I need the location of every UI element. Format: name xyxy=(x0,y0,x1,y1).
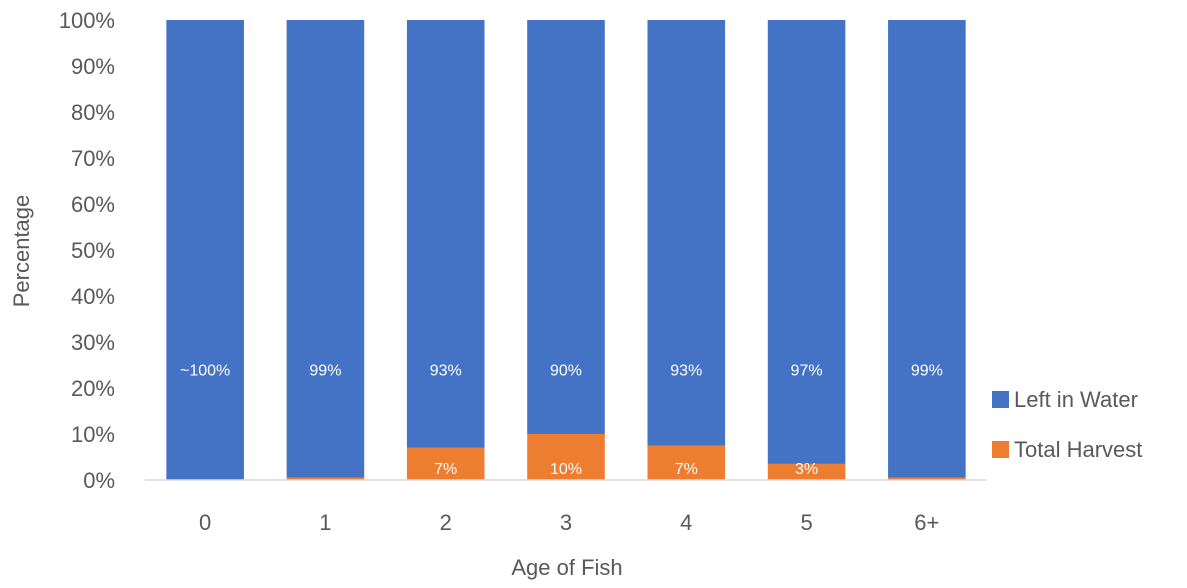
bar-segment-total-harvest-3 xyxy=(527,434,605,480)
data-label-left-in-water-0: ~100% xyxy=(180,363,230,380)
data-label-left-in-water-3: 90% xyxy=(550,363,582,380)
y-tick-label: 20% xyxy=(71,376,115,401)
data-label-left-in-water-6+: 99% xyxy=(911,363,943,380)
bar-segment-left-in-water-3 xyxy=(527,20,605,434)
bar-segment-left-in-water-2 xyxy=(406,20,485,448)
data-label-total-harvest-5: 3% xyxy=(795,461,818,478)
y-tick-label: 40% xyxy=(71,284,115,309)
bar-segment-left-in-water-6+ xyxy=(888,20,966,478)
bar-segment-left-in-water-5 xyxy=(767,20,846,464)
data-label-left-in-water-2: 93% xyxy=(430,363,462,380)
y-axis-ticks: 0% 10% 20% 30% 40% 50% 60% 70% 80% 90% 100% xyxy=(59,8,115,493)
y-tick-label: 10% xyxy=(71,422,115,447)
y-tick-label: 50% xyxy=(71,238,115,263)
data-label-left-in-water-5: 97% xyxy=(791,363,823,380)
x-axis-ticks: 0 1 2 3 4 5 6+ xyxy=(199,510,939,535)
y-tick-label: 90% xyxy=(71,54,115,79)
x-tick-label: 6+ xyxy=(914,510,939,535)
bar-segment-total-harvest-1 xyxy=(286,477,365,480)
bar-segment-left-in-water-1 xyxy=(286,20,365,478)
x-tick-label: 5 xyxy=(800,510,812,535)
x-tick-label: 4 xyxy=(680,510,692,535)
y-tick-label: 30% xyxy=(71,330,115,355)
legend-swatch-total-harvest xyxy=(992,441,1009,458)
y-tick-label: 60% xyxy=(71,192,115,217)
data-label-total-harvest-3: 10% xyxy=(550,461,582,478)
data-label-left-in-water-4: 93% xyxy=(670,363,702,380)
bars-group xyxy=(166,20,966,480)
data-label-total-harvest-2: 7% xyxy=(434,461,457,478)
x-tick-label: 2 xyxy=(440,510,452,535)
legend-label-total-harvest: Total Harvest xyxy=(1014,437,1142,462)
bar-segment-total-harvest-6+ xyxy=(888,477,966,480)
y-axis-title: Percentage xyxy=(9,195,34,308)
data-labels: ~100% 99% 7% 93% 10% 90% 7% 93% 3% 97% 99% xyxy=(180,363,943,478)
bar-segment-total-harvest-5 xyxy=(767,463,846,480)
x-tick-label: 1 xyxy=(319,510,331,535)
bar-segment-total-harvest-4 xyxy=(647,445,726,480)
y-tick-label: 100% xyxy=(59,8,115,33)
bar-segment-left-in-water-0 xyxy=(166,20,244,480)
bar-segment-left-in-water-4 xyxy=(647,20,726,446)
x-axis-title: Age of Fish xyxy=(511,555,622,580)
bar-segment-total-harvest-2 xyxy=(406,447,485,480)
data-label-left-in-water-1: 99% xyxy=(309,363,341,380)
legend-swatch-left-in-water xyxy=(992,391,1009,408)
y-tick-label: 0% xyxy=(83,468,115,493)
legend: Left in Water Total Harvest xyxy=(992,387,1142,462)
legend-label-left-in-water: Left in Water xyxy=(1014,387,1138,412)
y-tick-label: 70% xyxy=(71,146,115,171)
data-label-total-harvest-4: 7% xyxy=(675,461,698,478)
x-tick-label: 0 xyxy=(199,510,211,535)
y-tick-label: 80% xyxy=(71,100,115,125)
x-tick-label: 3 xyxy=(560,510,572,535)
